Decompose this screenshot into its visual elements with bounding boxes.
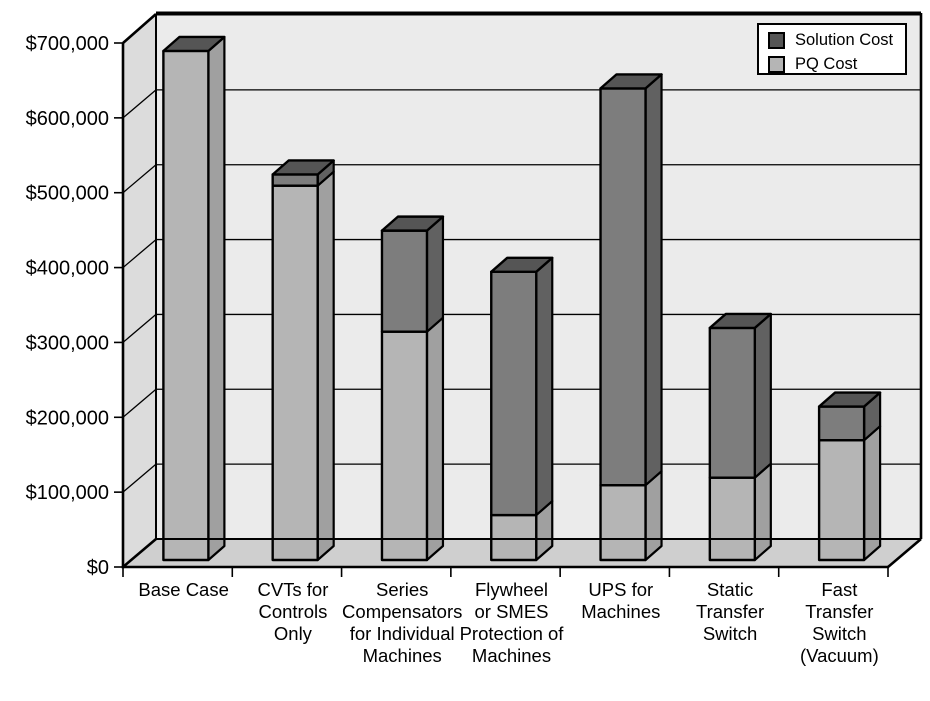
x-axis-label: Machines	[581, 601, 660, 622]
bar-fast-transfer-switch-vacuum-	[817, 391, 882, 562]
pq-cost-segment	[708, 476, 757, 562]
pq-cost-side-face	[753, 462, 772, 562]
solution-cost-side-face	[753, 312, 772, 479]
bar-top-face	[380, 215, 445, 232]
x-axis-label: CVTs for	[257, 579, 328, 600]
solution-cost-side-face	[644, 73, 663, 487]
pq-cost-segment	[271, 184, 319, 562]
x-axis-label: Fast	[821, 579, 857, 600]
wall-top-edge	[122, 13, 157, 44]
x-axis-label: Protection of	[460, 623, 565, 644]
bar-top-face	[599, 73, 663, 90]
solution-cost-segment	[380, 229, 429, 333]
side-wall-gridline	[122, 164, 157, 194]
x-axis-label: Compensators	[342, 601, 462, 622]
y-axis-label: $700,000	[26, 33, 109, 55]
y-axis-label: $0	[87, 557, 109, 579]
pq-cost-side-face	[207, 35, 226, 562]
x-axis-label: or SMES	[474, 601, 548, 622]
solution-cost-segment	[490, 270, 538, 517]
x-axis-label: (Vacuum)	[800, 645, 879, 666]
bar-flywheel-or-smes-protection-of-machines	[490, 256, 554, 562]
solution-cost-segment	[599, 87, 647, 487]
x-axis-label: Switch	[812, 623, 867, 644]
floor-right-edge	[887, 538, 922, 568]
bar-ups-for-machines	[599, 73, 663, 562]
x-axis-label: Machines	[472, 645, 551, 666]
y-axis-label: $500,000	[26, 183, 109, 205]
y-axis-label: $100,000	[26, 482, 109, 504]
x-axis-label: Series	[376, 579, 428, 600]
y-axis-label: $600,000	[26, 108, 109, 130]
bar-top-face	[271, 159, 335, 176]
pq-cost-swatch-icon	[768, 55, 785, 73]
bar-top-face	[708, 312, 773, 330]
x-axis-label: for Individual	[350, 623, 455, 644]
solution-cost-swatch-icon	[768, 31, 785, 49]
plot-side-wall	[123, 15, 156, 567]
x-axis-label: Base Case	[138, 579, 229, 600]
bar-top-face	[490, 256, 554, 274]
legend-item-solution-cost: Solution Cost	[759, 28, 905, 52]
legend-item-pq-cost: PQ Cost	[759, 52, 905, 76]
pq-cost-segment	[162, 49, 210, 562]
y-axis-label: $200,000	[26, 407, 109, 429]
solution-cost-segment	[708, 326, 757, 479]
x-axis-label: UPS for	[588, 579, 653, 600]
x-axis-label: Transfer	[696, 601, 764, 622]
side-wall-gridline	[122, 388, 157, 418]
x-axis-label: Flywheel	[475, 579, 548, 600]
pq-cost-segment	[599, 483, 647, 562]
solution-cost-side-face	[535, 256, 554, 517]
pq-cost-side-face	[316, 170, 335, 562]
floor-left-edge	[122, 538, 157, 568]
x-axis-label: Switch	[703, 623, 758, 644]
y-axis-label: $400,000	[26, 258, 109, 280]
bar-top-face	[162, 35, 226, 53]
pq-cost-segment	[380, 330, 429, 562]
bar-static-transfer-switch	[708, 312, 773, 562]
x-axis-label: Machines	[363, 645, 442, 666]
side-wall-gridline	[122, 89, 157, 119]
side-wall-gridline	[122, 313, 157, 343]
solution-cost-segment	[817, 405, 866, 442]
x-axis-label: Only	[274, 623, 313, 644]
pq-cost-segment	[490, 513, 538, 562]
solution-cost-side-face	[425, 215, 445, 333]
bar-top-face	[817, 391, 882, 408]
x-axis-label: Static	[707, 579, 753, 600]
y-axis-label: $300,000	[26, 332, 109, 354]
legend-label: Solution Cost	[795, 30, 894, 49]
solution-cost-segment	[271, 173, 319, 187]
bar-cvts-for-controls-only	[271, 159, 335, 562]
legend-label: PQ Cost	[795, 54, 858, 73]
side-wall-gridline	[122, 463, 157, 493]
pq-cost-segment	[817, 439, 866, 562]
x-axis-label: Transfer	[805, 601, 873, 622]
chart-legend: Solution Cost PQ Cost	[757, 23, 907, 75]
side-wall-gridline	[122, 239, 157, 269]
x-axis-label: Controls	[258, 601, 327, 622]
pq-cost-side-face	[425, 316, 445, 562]
bar-base-case	[162, 35, 226, 562]
bar-series-compensators-for-individual-machines	[380, 215, 445, 562]
